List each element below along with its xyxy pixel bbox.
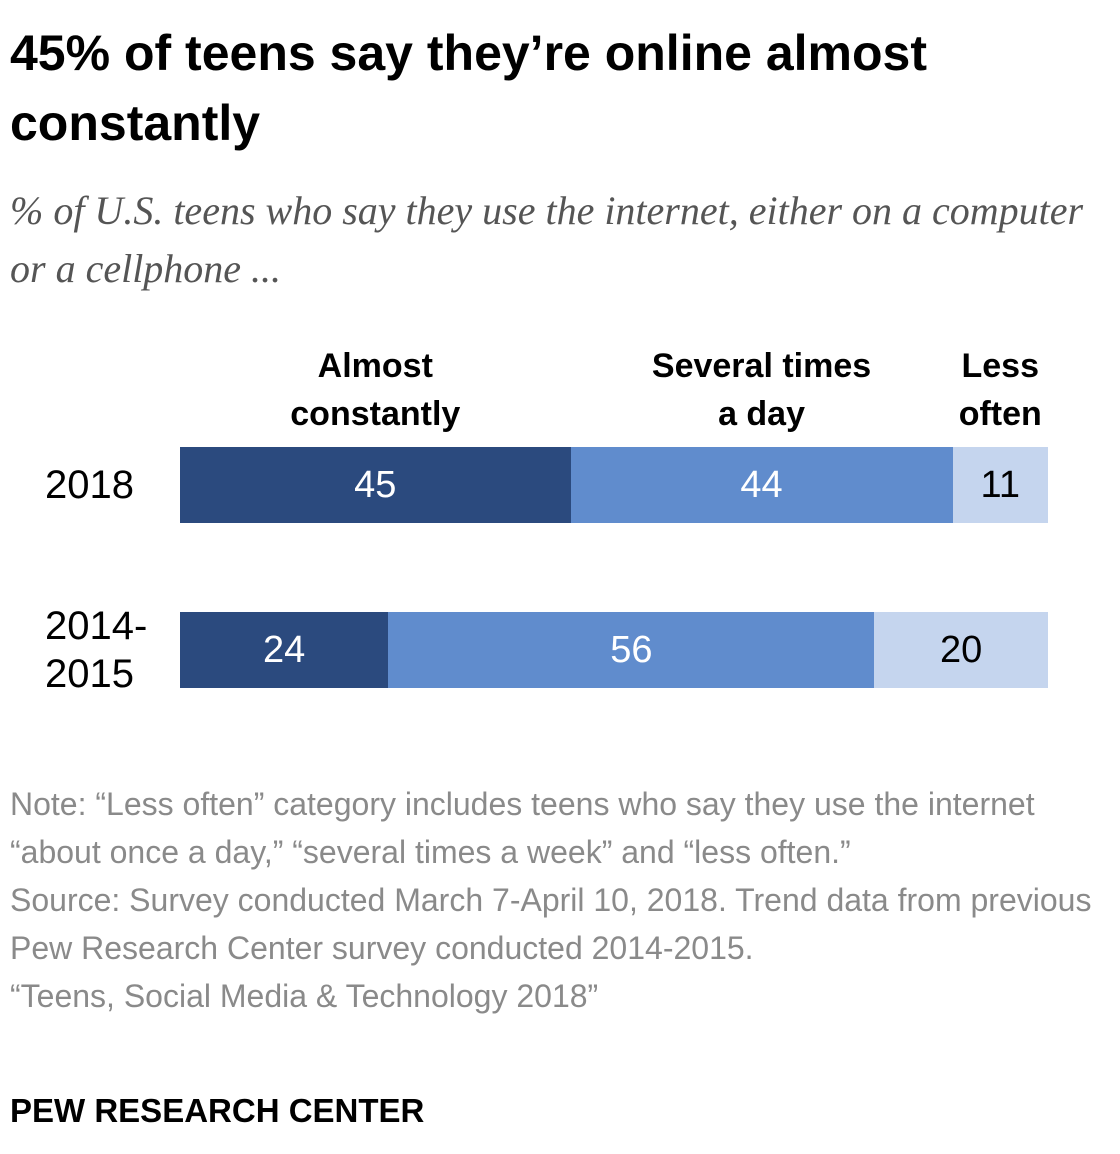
legend-label: Several times a day bbox=[651, 347, 872, 433]
value-label: 56 bbox=[610, 628, 653, 671]
bar-segment bbox=[388, 612, 875, 688]
note: Note: “Less often” category includes tee… bbox=[10, 786, 1035, 870]
chart-subtitle: % of U.S. teens who say they use the int… bbox=[10, 188, 1084, 291]
chart-title: 45% of teens say they’re online almost c… bbox=[10, 25, 927, 151]
source: Source: Survey conducted March 7-April 1… bbox=[10, 882, 1092, 966]
value-label: 11 bbox=[980, 463, 1020, 506]
bar-segment bbox=[952, 447, 1048, 523]
value-label: 45 bbox=[354, 463, 397, 506]
bar-segment bbox=[180, 612, 389, 688]
value-label: 24 bbox=[263, 628, 306, 671]
bar-segment bbox=[180, 447, 571, 523]
notes: Note: “Less often” category includes tee… bbox=[10, 780, 1110, 1020]
bar-segment bbox=[570, 447, 953, 523]
value-label: 20 bbox=[940, 628, 983, 671]
footer: PEW RESEARCH CENTER bbox=[10, 1092, 425, 1129]
report: “Teens, Social Media & Technology 2018” bbox=[10, 978, 599, 1014]
plot: 2018 45 Almost constantly 44 Several times a… bbox=[45, 347, 1048, 696]
bar-segment bbox=[874, 612, 1048, 688]
category-label: 2018 bbox=[45, 463, 134, 507]
category-label: 2014-2015 bbox=[45, 604, 148, 696]
legend-label: Less often bbox=[958, 347, 1042, 433]
legend-label: Almost constantly bbox=[290, 347, 461, 433]
value-label: 44 bbox=[740, 463, 783, 506]
